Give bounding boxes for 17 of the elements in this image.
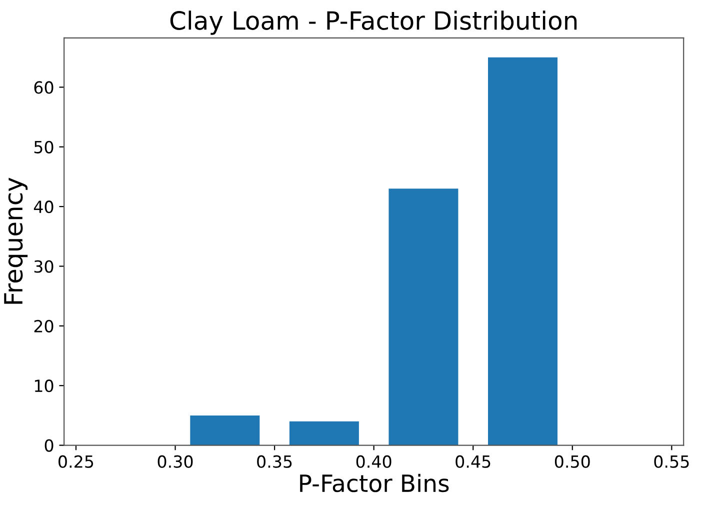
x-axis-title: P-Factor Bins bbox=[300, 474, 449, 492]
y-tick-label: 40 bbox=[34, 200, 54, 214]
x-tick-label: 0.25 bbox=[58, 455, 94, 468]
y-tick-label: 60 bbox=[34, 81, 54, 94]
x-tick-label: 0.30 bbox=[158, 455, 193, 468]
y-tick-label: 30 bbox=[34, 260, 54, 273]
x-tick-label: 0.35 bbox=[257, 455, 292, 468]
y-tick-label: 0 bbox=[44, 439, 54, 452]
y-tick-label: 50 bbox=[34, 140, 54, 154]
y-axis-title: Frequency bbox=[4, 178, 28, 304]
x-tick-label: 0.45 bbox=[456, 455, 490, 468]
x-tick-label: 0.55 bbox=[654, 455, 689, 468]
x-tick-label: 0.40 bbox=[356, 455, 392, 468]
y-tick-label: 10 bbox=[34, 380, 54, 392]
y-tick-label: 20 bbox=[34, 320, 54, 332]
x-tick-label: 0.50 bbox=[554, 455, 590, 468]
chart-title: Clay Loam - P-Factor Distribution bbox=[170, 10, 577, 35]
